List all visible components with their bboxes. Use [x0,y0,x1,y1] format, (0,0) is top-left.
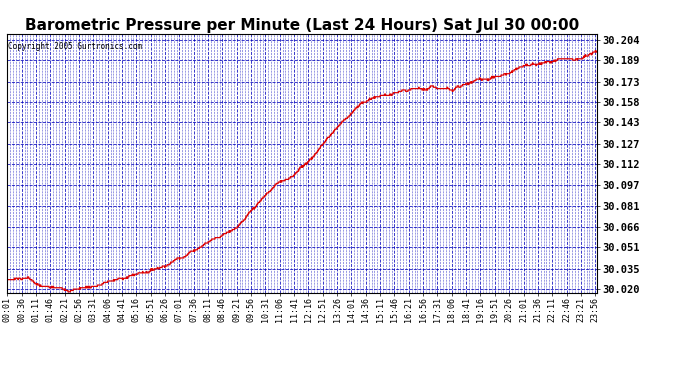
Text: Copyright 2005 Gurtronics.com: Copyright 2005 Gurtronics.com [8,42,142,51]
Title: Barometric Pressure per Minute (Last 24 Hours) Sat Jul 30 00:00: Barometric Pressure per Minute (Last 24 … [25,18,579,33]
